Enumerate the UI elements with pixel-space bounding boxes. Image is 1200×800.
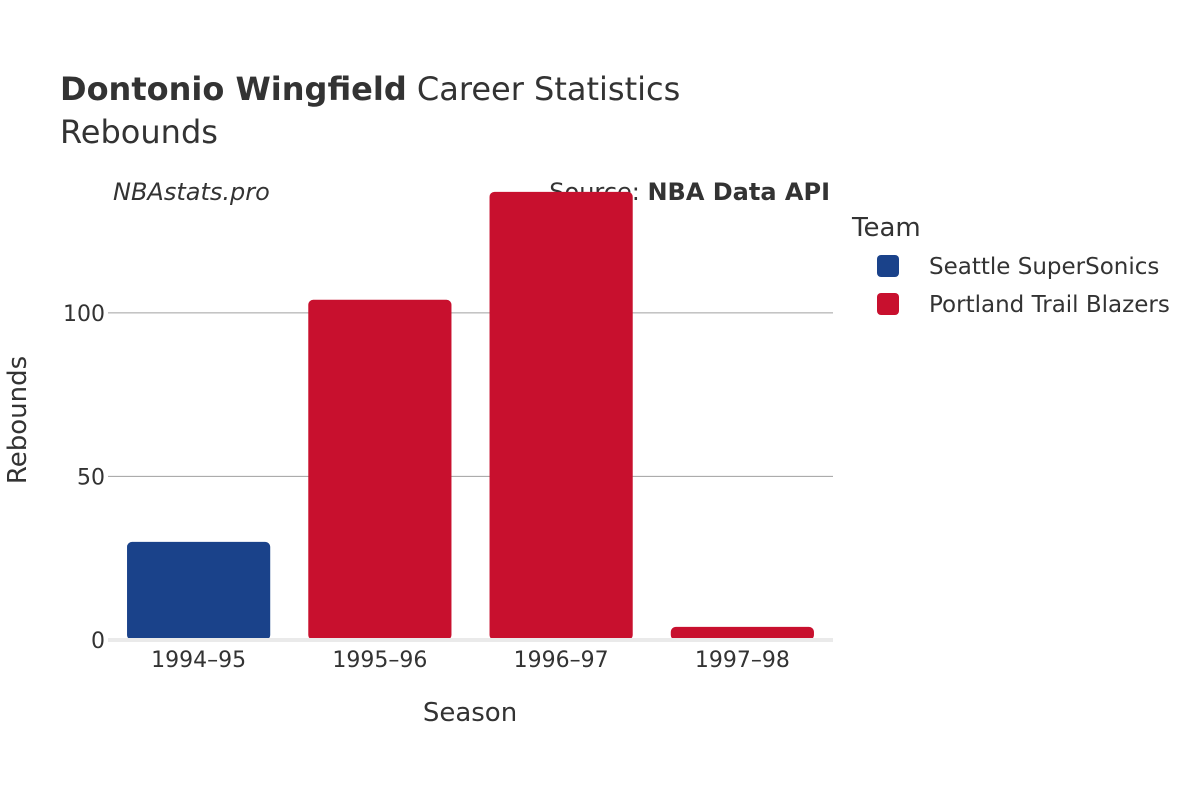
y-axis-title: Rebounds xyxy=(3,356,33,484)
chart-title-rest: Career Statistics xyxy=(407,70,681,108)
legend-swatch xyxy=(877,255,899,277)
bar[interactable] xyxy=(670,626,814,640)
chart-title-bold: Dontonio Wingfield xyxy=(60,70,407,108)
x-tick-label: 1996–97 xyxy=(514,648,609,673)
y-tick-label: 0 xyxy=(91,629,105,654)
bar[interactable] xyxy=(127,541,271,640)
x-axis-title: Season xyxy=(423,698,517,728)
source-label: Source: NBA Data API xyxy=(549,178,830,206)
x-tick-label: 1994–95 xyxy=(151,648,246,673)
legend: Seattle SuperSonics Portland Trail Blazer… xyxy=(877,254,1170,318)
bars xyxy=(127,191,814,641)
legend-swatch xyxy=(877,293,899,315)
legend-title: Team xyxy=(851,213,921,243)
chart-title: Dontonio Wingfield Career Statistics xyxy=(60,70,680,108)
bar[interactable] xyxy=(489,191,633,641)
y-tick-label: 50 xyxy=(77,465,105,490)
x-tick-label: 1997–98 xyxy=(695,648,790,673)
x-tick-label: 1995–96 xyxy=(332,648,427,673)
legend-label: Seattle SuperSonics xyxy=(929,254,1159,280)
source-name: NBA Data API xyxy=(647,178,830,206)
bar[interactable] xyxy=(308,299,452,640)
watermark: NBAstats.pro xyxy=(113,178,270,206)
x-axis-ticks: 1994–95 1995–96 1996–97 1997–98 xyxy=(151,648,790,673)
chart-subtitle: Rebounds xyxy=(60,113,218,151)
y-tick-label: 100 xyxy=(63,302,105,327)
legend-label: Portland Trail Blazers xyxy=(929,292,1170,318)
y-axis-ticks: 0 50 100 xyxy=(63,302,105,654)
gridlines xyxy=(108,312,833,477)
